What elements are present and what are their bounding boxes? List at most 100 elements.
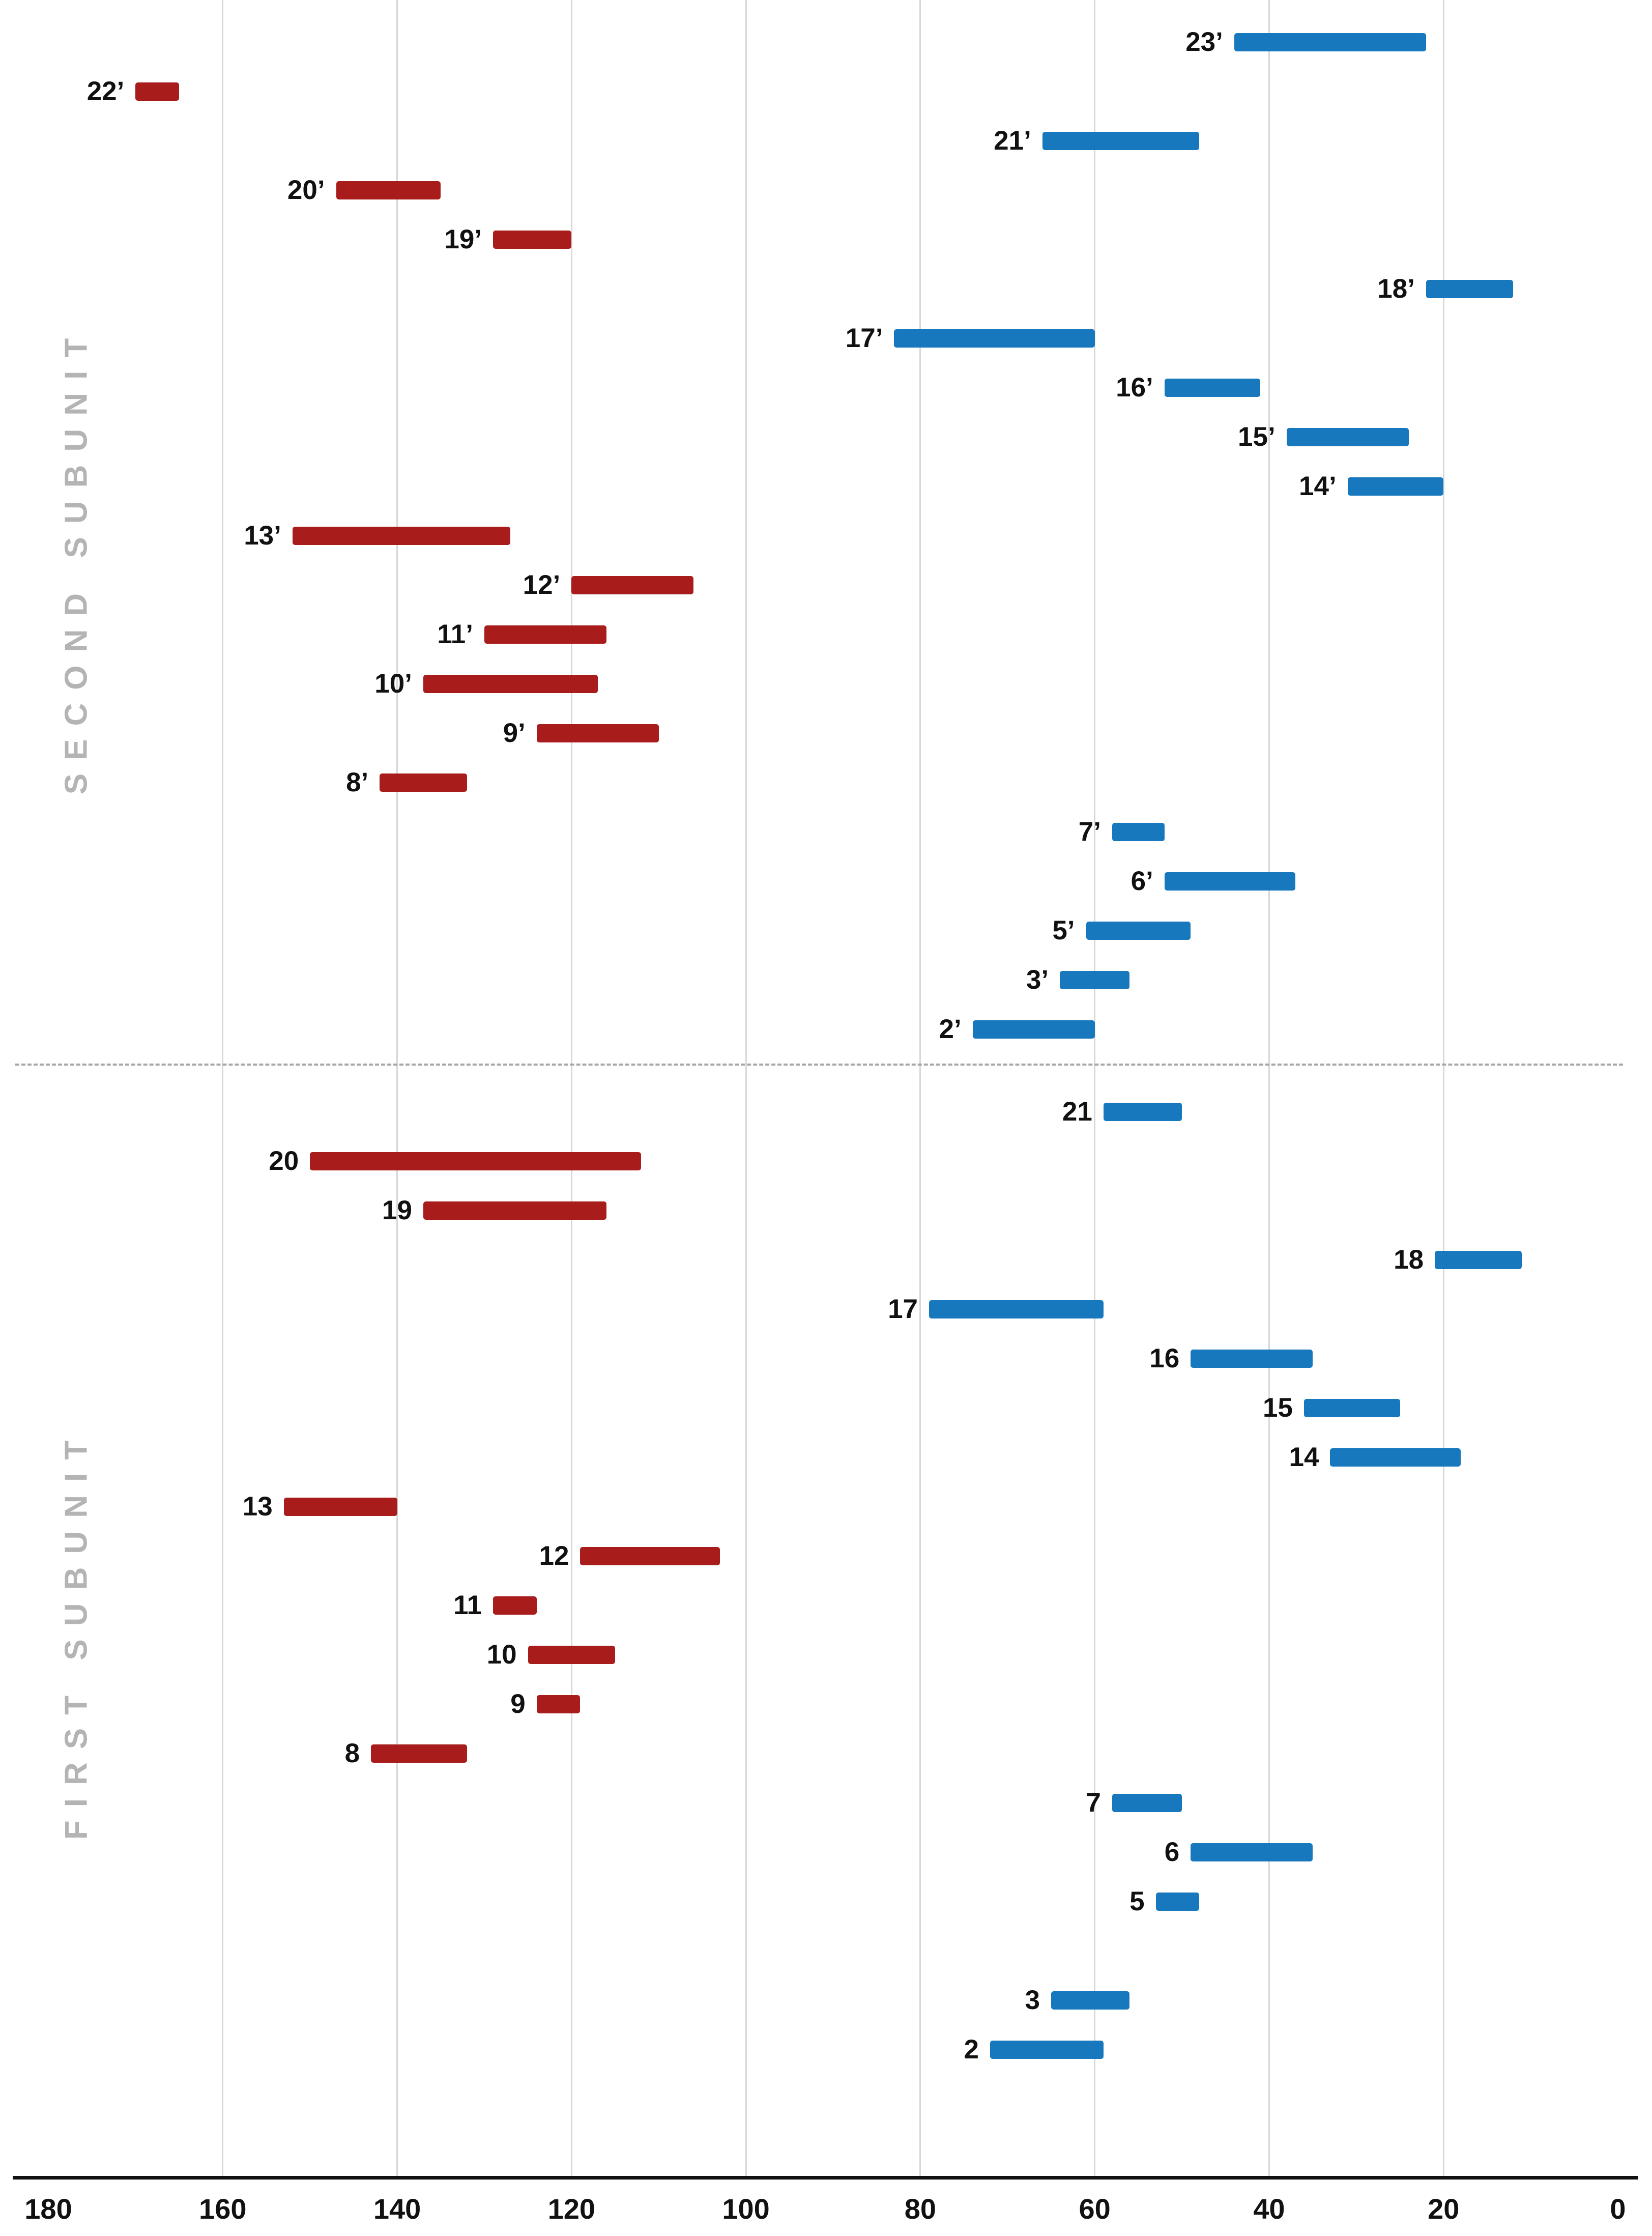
range-bar-16’	[1164, 379, 1261, 397]
range-bar-20’	[336, 181, 441, 199]
bar-label-7’: 7’	[1078, 817, 1101, 847]
bar-label-15: 15	[1263, 1393, 1293, 1423]
bar-label-19’: 19’	[444, 224, 482, 254]
range-bar-7’	[1112, 823, 1165, 841]
bar-label-20’: 20’	[287, 175, 325, 205]
gridline-160	[222, 0, 224, 2176]
bar-label-8: 8	[344, 1738, 360, 1768]
x-axis-tick-label-100: 100	[722, 2193, 770, 2225]
bar-label-12’: 12’	[523, 570, 561, 600]
bar-label-16’: 16’	[1116, 372, 1153, 403]
x-axis-tick-label-180: 180	[24, 2193, 72, 2225]
x-axis-tick-label-160: 160	[199, 2193, 247, 2225]
range-bar-5’	[1086, 922, 1191, 940]
gridline-100	[745, 0, 747, 2176]
bar-label-2’: 2’	[939, 1014, 962, 1044]
range-bar-2	[990, 2041, 1104, 2059]
bar-label-6: 6	[1164, 1837, 1180, 1867]
range-bar-12’	[571, 576, 694, 594]
bar-label-10: 10	[486, 1640, 517, 1670]
bar-label-22’: 22’	[86, 76, 125, 106]
range-bar-12	[580, 1547, 720, 1565]
bar-label-16: 16	[1149, 1343, 1180, 1373]
range-bar-18’	[1426, 280, 1514, 298]
range-bar-14	[1330, 1448, 1461, 1467]
range-bar-13	[283, 1498, 397, 1516]
range-bar-9	[536, 1695, 581, 1713]
gridline-40	[1268, 0, 1270, 2176]
x-axis-tick-label-20: 20	[1428, 2193, 1460, 2225]
bar-label-11’: 11’	[437, 619, 473, 649]
bar-label-6’: 6’	[1131, 866, 1153, 896]
bar-label-5’: 5’	[1052, 915, 1075, 945]
bar-label-13: 13	[242, 1492, 273, 1522]
range-bar-22’	[135, 82, 180, 101]
range-bar-16	[1191, 1350, 1313, 1368]
x-axis-line	[13, 2176, 1638, 2180]
range-bar-7	[1112, 1794, 1182, 1812]
range-bar-3	[1051, 1991, 1130, 2010]
bar-label-17: 17	[888, 1294, 918, 1324]
range-bar-15’	[1286, 428, 1409, 446]
bar-label-21: 21	[1062, 1097, 1092, 1127]
bar-label-14’: 14’	[1299, 471, 1337, 501]
range-bar-8	[371, 1744, 467, 1763]
group-label-second-subunit: SECOND SUBUNIT	[59, 325, 94, 795]
range-bar-14’	[1347, 477, 1444, 496]
range-bar-15	[1304, 1399, 1400, 1417]
range-bar-2’	[972, 1020, 1095, 1039]
x-axis-tick-label-0: 0	[1610, 2193, 1626, 2225]
range-bar-10	[528, 1646, 615, 1664]
bar-label-19: 19	[382, 1195, 412, 1225]
range-bar-19’	[493, 231, 572, 249]
x-axis-tick-label-60: 60	[1079, 2193, 1111, 2225]
range-bar-11’	[484, 625, 606, 644]
x-axis-tick-label-40: 40	[1253, 2193, 1285, 2225]
range-bar-20	[310, 1152, 642, 1170]
range-bar-11	[493, 1596, 537, 1615]
range-bar-17	[929, 1300, 1104, 1318]
bar-label-21’: 21’	[994, 126, 1031, 156]
bar-label-23’: 23’	[1185, 27, 1223, 57]
bar-label-18: 18	[1394, 1245, 1424, 1275]
x-axis-tick-label-120: 120	[547, 2193, 596, 2225]
range-bar-10’	[423, 675, 598, 693]
range-bar-21’	[1042, 132, 1200, 150]
subunit-divider-line	[15, 1064, 1623, 1066]
bar-label-15’: 15’	[1238, 422, 1276, 452]
bar-label-13’: 13’	[244, 521, 281, 551]
bar-label-8’: 8’	[346, 767, 369, 797]
range-bar-5	[1155, 1893, 1200, 1911]
range-bar-8’	[380, 773, 467, 792]
gridline-80	[919, 0, 921, 2176]
range-bar-6	[1191, 1843, 1313, 1861]
range-bar-21	[1103, 1103, 1182, 1121]
range-bar-13’	[292, 527, 511, 545]
bar-label-5: 5	[1129, 1886, 1145, 1916]
bar-label-17’: 17’	[845, 323, 883, 353]
range-bar-17’	[894, 329, 1095, 348]
bar-label-10’: 10’	[374, 669, 412, 699]
range-bar-18	[1435, 1251, 1522, 1269]
range-bar-23’	[1234, 33, 1426, 51]
bar-label-9: 9	[510, 1689, 526, 1719]
gridline-20	[1442, 0, 1444, 2176]
bar-label-9’: 9’	[503, 718, 526, 748]
bar-label-7: 7	[1086, 1788, 1101, 1818]
range-bar-9’	[536, 724, 659, 742]
range-bar-19	[423, 1201, 606, 1220]
bar-label-11: 11	[453, 1590, 482, 1620]
range-bar-6’	[1164, 872, 1295, 891]
gridline-60	[1094, 0, 1096, 2176]
bar-label-12: 12	[539, 1541, 569, 1571]
bar-label-18’: 18’	[1377, 274, 1415, 304]
bar-label-2: 2	[964, 2034, 979, 2065]
bar-label-20: 20	[269, 1146, 299, 1176]
bar-label-3: 3	[1025, 1985, 1040, 2015]
group-label-first-subunit: FIRST SUBUNIT	[59, 1427, 94, 1840]
bar-label-3’: 3’	[1026, 965, 1049, 995]
gridline-120	[570, 0, 572, 2176]
x-axis-tick-label-140: 140	[373, 2193, 421, 2225]
range-bar-3’	[1060, 971, 1130, 989]
